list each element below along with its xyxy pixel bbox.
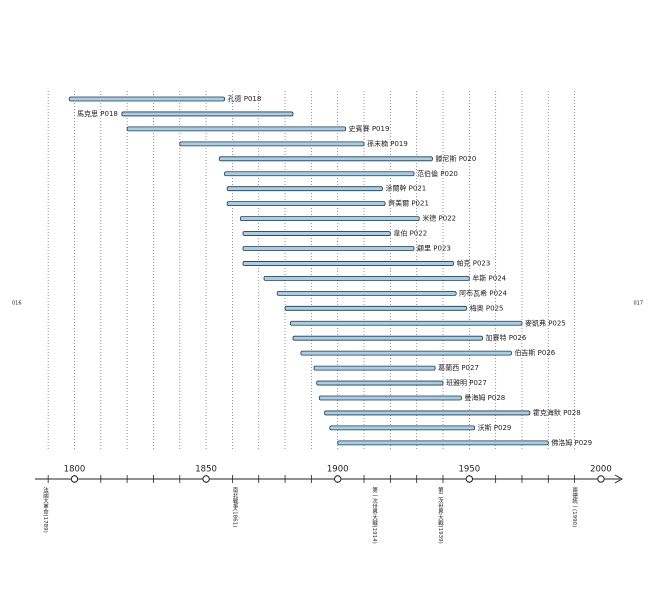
page-number: 016 — [12, 301, 22, 307]
row-label: 馬克思 P018 — [77, 110, 118, 118]
row-label: 梅奧 P025 — [470, 303, 504, 312]
lifespan-bar — [313, 365, 436, 371]
lifespan-bar — [337, 440, 549, 446]
major-tick — [597, 475, 605, 483]
x-tick-label: 1900 — [327, 465, 349, 475]
lifespan-bar — [68, 96, 225, 102]
row-label: 孔德 P018 — [228, 94, 262, 103]
lifespan-bar — [289, 320, 523, 326]
lifespan-bar — [226, 201, 386, 207]
row-label: 帕克 P023 — [457, 258, 491, 267]
row-label: 滕尼斯 P020 — [435, 154, 476, 163]
row-label: 韋伯 P022 — [393, 229, 427, 238]
row-label: 孫末楠 P019 — [367, 139, 408, 148]
major-tick — [202, 475, 210, 483]
page-number: 017 — [633, 301, 643, 307]
lifespan-bar — [292, 335, 483, 341]
lifespan-bar — [224, 171, 415, 177]
lifespan-bar — [276, 290, 457, 296]
row-label: 班雅明 P027 — [446, 378, 487, 387]
row-label: 伯吉斯 P026 — [514, 348, 555, 357]
lifespan-bar — [324, 410, 531, 416]
event-label: 南北戰爭(1861) — [232, 486, 239, 527]
lifespan-bar — [318, 395, 462, 401]
lifespan-bar — [239, 216, 420, 222]
row-label: 葛蘭西 P027 — [438, 363, 479, 372]
lifespan-bar — [179, 141, 365, 147]
x-tick-label: 2000 — [590, 465, 612, 475]
lifespan-bar — [329, 425, 475, 431]
row-label: 曼海姆 P028 — [464, 393, 505, 402]
major-tick — [70, 475, 79, 483]
row-label: 涂爾幹 P021 — [385, 184, 426, 193]
lifespan-bar — [242, 231, 391, 236]
row-label: 佛洛姆 P029 — [551, 438, 592, 447]
event-label: 法國大革命(1789) — [42, 486, 49, 533]
lifespan-bar — [263, 275, 470, 281]
row-label: 牟斯 P024 — [472, 273, 506, 282]
row-label: 沃斯 P029 — [478, 423, 512, 432]
lifespan-bar — [242, 261, 454, 266]
row-label: 齊美爾 P021 — [388, 199, 429, 208]
event-label: 兩德統一(1990) — [571, 487, 578, 527]
row-label: 麥凱弗 P025 — [525, 318, 566, 327]
lifespan-bar — [126, 126, 347, 132]
row-label: 霍克海默 P028 — [533, 408, 581, 417]
x-tick-label: 1950 — [459, 465, 481, 475]
row-label: 顧里 P023 — [417, 244, 451, 253]
row-label: 范伯倫 P020 — [417, 169, 458, 178]
lifespan-bar — [316, 380, 444, 386]
event-label: 第二次世界大戰(1939) — [437, 486, 444, 544]
row-label: 加賽特 P026 — [485, 333, 526, 342]
lifespan-bar — [121, 111, 294, 117]
major-tick — [465, 475, 474, 483]
lifespan-bar — [218, 156, 433, 162]
lifespan-bar — [226, 186, 383, 192]
major-tick — [334, 475, 342, 483]
lifespan-bar — [300, 350, 512, 356]
x-tick-label: 1850 — [195, 465, 217, 475]
x-tick-label: 1800 — [64, 465, 86, 475]
lifespan-bar — [242, 246, 415, 251]
row-label: 史賓賽 P019 — [349, 124, 390, 133]
lifespan-bar — [284, 305, 468, 311]
axis-arrow — [614, 474, 624, 484]
event-label: 第一次世界大戰(1914) — [371, 486, 378, 544]
row-label: 阿布瓦希 P024 — [459, 288, 507, 297]
row-label: 米德 P022 — [422, 214, 456, 223]
